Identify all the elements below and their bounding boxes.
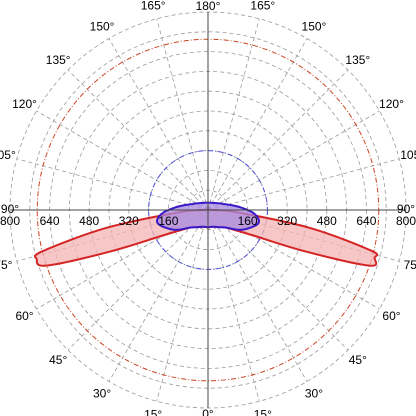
angle-tick-label: 105° <box>400 148 416 162</box>
angle-tick-label: 60° <box>15 309 33 323</box>
radial-tick-label: 480 <box>317 214 337 228</box>
angle-tick-label: 90° <box>1 202 19 216</box>
series-layer <box>33 201 379 267</box>
grid-spoke <box>67 209 209 351</box>
angle-tick-label: 120° <box>12 97 37 111</box>
grid-spoke <box>207 18 260 211</box>
radial-tick-label: 800 <box>396 214 416 228</box>
angle-tick-label: 75° <box>0 258 13 272</box>
angle-tick-label: 15° <box>254 408 272 416</box>
angle-tick-label: 165° <box>250 0 275 12</box>
angle-tick-label: 150° <box>90 20 115 34</box>
grid-spoke <box>207 209 308 382</box>
angle-tick-label: 105° <box>0 148 16 162</box>
grid-spoke <box>207 69 349 211</box>
angle-tick-label: 180° <box>196 0 221 13</box>
radial-tick-label: 640 <box>356 214 376 228</box>
angle-tick-label: 165° <box>141 0 166 12</box>
radial-tick-label: 320 <box>119 214 139 228</box>
angle-tick-label: 45° <box>349 353 367 367</box>
angle-tick-label: 30° <box>305 386 323 400</box>
angle-tick-label: 150° <box>302 20 327 34</box>
grid-spoke <box>207 209 260 402</box>
angle-tick-label: 45° <box>49 353 67 367</box>
radial-tick-label: 160 <box>158 214 178 228</box>
grid-spoke <box>67 69 209 211</box>
radial-tick-label: 320 <box>277 214 297 228</box>
angle-tick-label: 15° <box>144 408 162 416</box>
grid-spoke <box>108 209 209 382</box>
angle-tick-label: 60° <box>382 309 400 323</box>
angle-tick-label: 120° <box>379 97 404 111</box>
angle-tick-label: 90° <box>397 202 415 216</box>
grid-spoke <box>207 110 380 211</box>
angle-tick-label: 0° <box>202 407 214 416</box>
grid-spoke <box>156 209 209 402</box>
radial-tick-label: 160 <box>238 214 258 228</box>
angle-tick-label: 135° <box>345 53 370 67</box>
radial-tick-label: 480 <box>79 214 99 228</box>
grid-spoke <box>16 158 209 211</box>
angle-tick-label: 135° <box>46 53 71 67</box>
grid-spoke <box>207 209 349 351</box>
axis-layer <box>10 12 406 408</box>
angle-tick-label: 75° <box>404 258 416 272</box>
grid-spoke <box>108 38 209 211</box>
grid-spoke <box>207 158 400 211</box>
radial-tick-label: 640 <box>40 214 60 228</box>
grid-spoke <box>36 110 209 211</box>
grid-spoke <box>207 38 308 211</box>
grid-spoke <box>156 18 209 211</box>
radial-tick-label: 800 <box>0 214 20 228</box>
grid-spoke <box>207 209 380 310</box>
grid-spoke <box>36 209 209 310</box>
angle-tick-label: 30° <box>93 386 111 400</box>
